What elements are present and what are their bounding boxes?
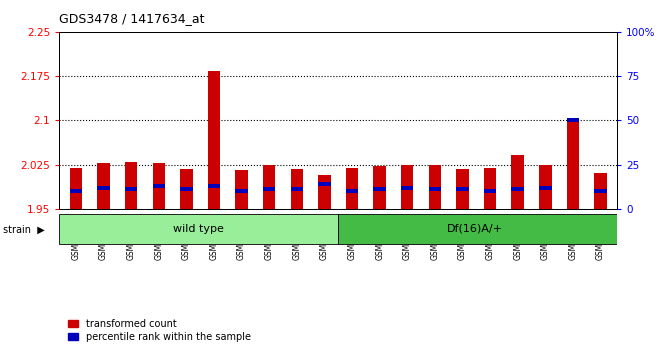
Bar xyxy=(318,175,331,209)
Bar xyxy=(374,166,386,209)
Bar xyxy=(594,173,607,209)
Bar xyxy=(208,184,220,188)
Bar xyxy=(484,189,496,193)
Bar xyxy=(59,214,338,244)
Bar xyxy=(290,187,303,192)
Text: wild type: wild type xyxy=(174,223,224,234)
Text: Df(16)A/+: Df(16)A/+ xyxy=(447,223,503,234)
Bar xyxy=(346,189,358,193)
Bar xyxy=(236,170,248,209)
Bar xyxy=(125,187,137,192)
Bar xyxy=(70,189,82,193)
Bar xyxy=(318,182,331,186)
Bar xyxy=(539,185,552,190)
Bar xyxy=(180,169,193,209)
Bar xyxy=(208,72,220,209)
Bar xyxy=(456,169,469,209)
Bar xyxy=(374,187,386,192)
Bar xyxy=(512,155,524,209)
Text: GDS3478 / 1417634_at: GDS3478 / 1417634_at xyxy=(59,12,205,25)
Text: strain  ▶: strain ▶ xyxy=(3,224,45,234)
Bar xyxy=(180,187,193,192)
Bar xyxy=(290,169,303,209)
Bar xyxy=(346,168,358,209)
Bar xyxy=(263,165,275,209)
Bar xyxy=(152,163,165,209)
Bar xyxy=(98,164,110,209)
Legend: transformed count, percentile rank within the sample: transformed count, percentile rank withi… xyxy=(64,315,255,346)
Bar xyxy=(125,162,137,209)
Bar xyxy=(539,165,552,209)
Bar xyxy=(338,214,626,244)
Bar xyxy=(567,120,579,209)
Bar xyxy=(428,187,441,192)
Bar xyxy=(152,184,165,188)
Bar xyxy=(236,189,248,193)
Bar xyxy=(401,185,413,190)
Bar xyxy=(70,167,82,209)
Bar xyxy=(263,187,275,192)
Bar xyxy=(428,165,441,209)
Bar xyxy=(484,168,496,209)
Bar xyxy=(456,187,469,192)
Bar xyxy=(567,118,579,122)
Bar xyxy=(401,165,413,209)
Bar xyxy=(512,187,524,192)
Bar xyxy=(594,189,607,193)
Bar xyxy=(98,185,110,190)
